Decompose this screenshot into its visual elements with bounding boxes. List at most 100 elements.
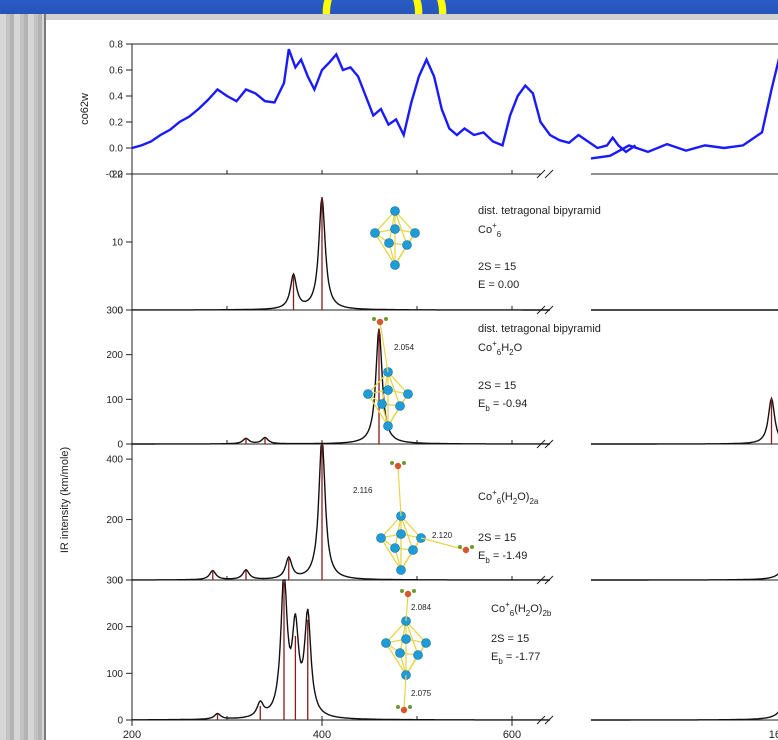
- water-bond: [403, 674, 407, 711]
- cluster-bond: [394, 210, 416, 234]
- formula-part: +: [492, 339, 497, 348]
- y-tick-label: 100: [106, 669, 123, 680]
- y-tick-label: 100: [106, 395, 123, 406]
- spectrum-envelope-right: [591, 573, 778, 581]
- y-tick-label: 400: [106, 455, 123, 466]
- structure-title: dist. tetragonal bipyramid: [478, 205, 601, 217]
- hydrogen-atom: [384, 317, 388, 321]
- cobalt-atom: [377, 399, 387, 409]
- cobalt-atom: [413, 650, 423, 660]
- formula-part: O): [517, 491, 529, 503]
- formula-part: +: [505, 600, 510, 609]
- oxygen-atom: [376, 318, 384, 326]
- y-tick-label: 0: [117, 576, 123, 587]
- cobalt-atom: [363, 389, 373, 399]
- cluster-bond: [400, 515, 414, 551]
- formula-part: 2: [513, 497, 518, 506]
- y-tick-label: 20: [112, 170, 124, 181]
- cobalt-atom: [395, 401, 405, 411]
- hydrogen-atom: [458, 545, 462, 549]
- formula-part: 6: [497, 230, 502, 239]
- figure-panel: 0.8 0.6 0.4 0.2 0.0 -0.2 20 10 0 300 200 100 0 400 200…: [46, 20, 778, 740]
- spectrum-envelope-left: [132, 197, 550, 311]
- formula-part: b: [498, 657, 503, 666]
- spectrum-envelope-right: [591, 396, 778, 445]
- cluster-formula: Co+6(H2O)2b: [491, 600, 552, 618]
- cluster-bond: [380, 515, 402, 539]
- cobalt-atom: [396, 565, 406, 575]
- cluster-structure-2: [363, 317, 413, 431]
- formula-part: = 0.00: [485, 279, 519, 291]
- cluster-bond: [367, 393, 389, 427]
- spectrum-envelope-left: [132, 328, 550, 445]
- water-bond: [397, 465, 402, 517]
- y-axis-label: IR intensity (km/mole): [59, 447, 71, 553]
- formula-part: = -0.94: [490, 398, 528, 410]
- formula-part: b: [485, 556, 490, 565]
- formula-part: 2: [526, 609, 531, 618]
- spin-label: 2S = 15: [478, 532, 516, 544]
- cluster-formula: Co+6H2O: [478, 339, 523, 357]
- formula-part: b: [485, 404, 490, 413]
- x-tick-label: 600: [503, 729, 521, 740]
- cluster-structure-1: [370, 206, 420, 270]
- formula-part: E: [478, 279, 485, 291]
- y-tick-label: -0.2: [106, 170, 124, 181]
- cobalt-atom: [403, 389, 413, 399]
- energy-label: Eb = -1.49: [478, 550, 527, 565]
- y-tick-label: 0.2: [109, 118, 123, 129]
- cobalt-atom: [395, 648, 405, 658]
- spin-label: 2S = 15: [478, 380, 516, 392]
- y-tick-label: 300: [106, 306, 123, 317]
- hydrogen-atom: [390, 461, 394, 465]
- energy-label: Eb = -0.94: [478, 398, 527, 413]
- x-tick-label: 1600: [769, 729, 778, 740]
- oxygen-atom: [404, 590, 412, 598]
- cluster-bond: [387, 371, 401, 407]
- formula-part: Co: [491, 603, 505, 615]
- cluster-bond: [380, 537, 402, 571]
- y-tick-label: 200: [106, 515, 123, 526]
- picture-frame: [0, 14, 46, 740]
- cobalt-atom: [390, 206, 400, 216]
- cobalt-atom: [384, 238, 394, 248]
- formula-part: Co: [478, 224, 492, 236]
- cobalt-atom: [376, 533, 386, 543]
- spin-label: 2S = 15: [491, 633, 529, 645]
- frame-top-edge: [0, 14, 778, 22]
- y-tick-label: 0.6: [109, 66, 123, 77]
- hydrogen-atom: [470, 545, 474, 549]
- cobalt-atom: [381, 638, 391, 648]
- formula-part: = -1.49: [490, 550, 528, 562]
- spectrum-envelope-left: [132, 442, 550, 581]
- bond-length-label: 2.075: [411, 689, 432, 698]
- experimental-trace-right: [590, 57, 778, 160]
- formula-part: E: [478, 398, 485, 410]
- formula-part: E: [491, 651, 498, 663]
- y-tick-label: 200: [106, 622, 123, 633]
- y-tick-label: 0.4: [109, 92, 123, 103]
- formula-part: +: [492, 488, 497, 497]
- energy-label: Eb = -1.77: [491, 651, 540, 666]
- y-tick-label: 0.8: [109, 40, 123, 51]
- cobalt-atom: [390, 224, 400, 234]
- cluster-bond: [385, 642, 407, 676]
- bond-length-label: 2.120: [432, 531, 453, 540]
- cobalt-atom: [370, 228, 380, 238]
- hydrogen-atom: [372, 317, 376, 321]
- hydrogen-atom: [400, 589, 404, 593]
- formula-part: 6: [497, 348, 502, 357]
- energy-label: E = 0.00: [478, 279, 519, 291]
- formula-part: 2b: [542, 609, 551, 618]
- cobalt-atom: [401, 634, 411, 644]
- formula-part: O: [514, 342, 523, 354]
- cluster-formula: Co+6(H2O)2a: [478, 488, 539, 506]
- formula-part: = -1.77: [503, 651, 541, 663]
- cobalt-atom: [396, 529, 406, 539]
- cluster-bond: [367, 371, 389, 395]
- water-bond: [405, 593, 409, 622]
- cobalt-atom: [402, 240, 412, 250]
- y-tick-label: 0: [117, 306, 123, 317]
- formula-part: 2a: [529, 497, 538, 506]
- y-tick-label: 0.0: [109, 144, 123, 155]
